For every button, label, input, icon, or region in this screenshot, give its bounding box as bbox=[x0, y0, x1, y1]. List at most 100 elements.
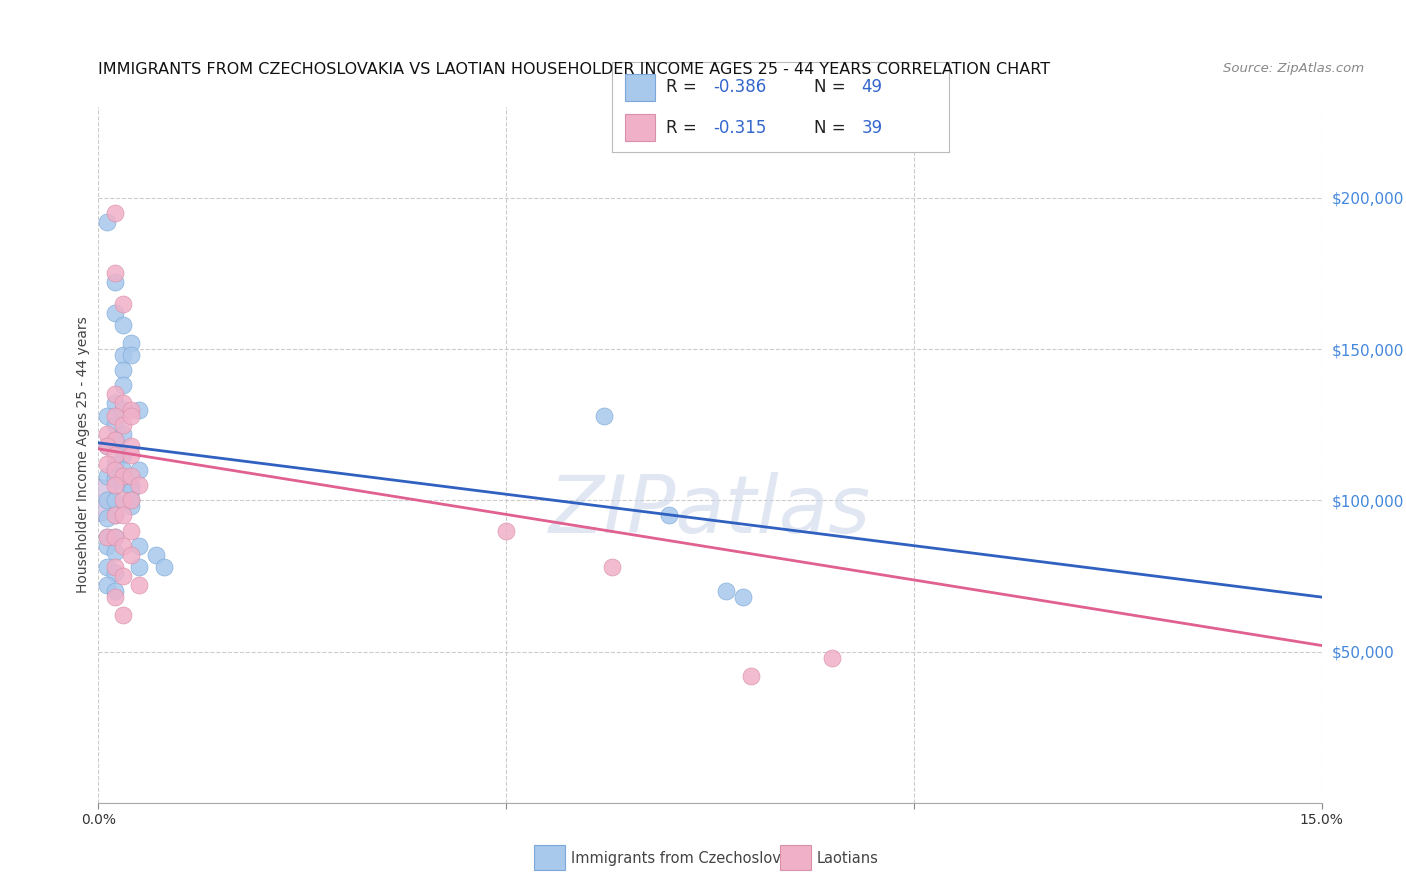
Point bbox=[821, 650, 844, 665]
Point bbox=[96, 493, 118, 508]
Point bbox=[111, 508, 134, 523]
Point bbox=[104, 267, 127, 281]
Point bbox=[96, 439, 118, 453]
Point bbox=[128, 539, 150, 553]
Point bbox=[120, 500, 142, 514]
Point bbox=[111, 569, 134, 583]
Point bbox=[104, 396, 127, 410]
Point bbox=[96, 578, 118, 592]
Point bbox=[104, 433, 127, 447]
Point bbox=[104, 559, 127, 574]
Point bbox=[120, 493, 142, 508]
Point bbox=[120, 348, 142, 362]
Point bbox=[145, 548, 167, 562]
Point bbox=[96, 457, 118, 471]
Point bbox=[658, 508, 681, 523]
Point bbox=[120, 439, 142, 453]
Text: ZIPatlas: ZIPatlas bbox=[548, 472, 872, 549]
Point bbox=[111, 296, 134, 310]
Point bbox=[104, 387, 127, 401]
Point bbox=[104, 584, 127, 599]
Point bbox=[600, 559, 623, 574]
Point bbox=[104, 469, 127, 483]
Point bbox=[111, 378, 134, 392]
Text: -0.315: -0.315 bbox=[713, 119, 766, 136]
Point bbox=[104, 276, 127, 290]
Point bbox=[111, 608, 134, 623]
Point bbox=[104, 545, 127, 559]
Point bbox=[96, 426, 118, 441]
Point bbox=[111, 448, 134, 462]
Point bbox=[128, 559, 150, 574]
Point bbox=[104, 306, 127, 320]
Point bbox=[104, 463, 127, 477]
Point bbox=[111, 469, 134, 483]
Point bbox=[111, 348, 134, 362]
Text: 39: 39 bbox=[862, 119, 883, 136]
Point bbox=[593, 409, 616, 423]
Point bbox=[128, 402, 150, 417]
Point bbox=[120, 484, 142, 499]
Point bbox=[120, 469, 142, 483]
Point bbox=[104, 417, 127, 432]
Point bbox=[731, 590, 754, 604]
Point bbox=[128, 478, 150, 492]
Point bbox=[104, 457, 127, 471]
Point bbox=[104, 530, 127, 544]
Point bbox=[111, 417, 134, 432]
Y-axis label: Householder Income Ages 25 - 44 years: Householder Income Ages 25 - 44 years bbox=[76, 317, 90, 593]
Text: R =: R = bbox=[665, 78, 702, 96]
Text: N =: N = bbox=[814, 119, 851, 136]
Point bbox=[111, 463, 134, 477]
Point bbox=[120, 448, 142, 462]
Point bbox=[104, 493, 127, 508]
Point bbox=[120, 493, 142, 508]
Text: 49: 49 bbox=[862, 78, 883, 96]
Point bbox=[111, 539, 134, 553]
Point bbox=[716, 584, 738, 599]
Point bbox=[96, 530, 118, 544]
Point bbox=[111, 402, 134, 417]
Text: IMMIGRANTS FROM CZECHOSLOVAKIA VS LAOTIAN HOUSEHOLDER INCOME AGES 25 - 44 YEARS : IMMIGRANTS FROM CZECHOSLOVAKIA VS LAOTIA… bbox=[98, 62, 1050, 78]
Point bbox=[96, 559, 118, 574]
Point bbox=[104, 472, 127, 486]
Point bbox=[120, 402, 142, 417]
Point bbox=[111, 426, 134, 441]
Point bbox=[120, 336, 142, 351]
Point bbox=[104, 433, 127, 447]
Point bbox=[96, 469, 118, 483]
Point bbox=[104, 478, 127, 492]
Point bbox=[96, 439, 118, 453]
Point bbox=[96, 530, 118, 544]
Point bbox=[111, 363, 134, 377]
Point bbox=[104, 590, 127, 604]
Point bbox=[120, 409, 142, 423]
Point bbox=[104, 530, 127, 544]
Text: Laotians: Laotians bbox=[817, 852, 879, 866]
Point bbox=[111, 493, 134, 508]
Point bbox=[111, 396, 134, 410]
Point bbox=[104, 409, 127, 423]
Point bbox=[96, 511, 118, 525]
Point bbox=[128, 578, 150, 592]
Point bbox=[104, 566, 127, 580]
Point bbox=[120, 478, 142, 492]
Point bbox=[495, 524, 517, 538]
Text: -0.386: -0.386 bbox=[713, 78, 766, 96]
Point bbox=[740, 669, 762, 683]
Point bbox=[96, 539, 118, 553]
Bar bbox=[626, 114, 655, 141]
Text: R =: R = bbox=[665, 119, 702, 136]
Point bbox=[96, 409, 118, 423]
Point bbox=[104, 508, 127, 523]
Text: N =: N = bbox=[814, 78, 851, 96]
Point bbox=[120, 524, 142, 538]
Point bbox=[111, 318, 134, 332]
Point bbox=[104, 508, 127, 523]
Point bbox=[104, 448, 127, 462]
Point bbox=[128, 463, 150, 477]
Text: Source: ZipAtlas.com: Source: ZipAtlas.com bbox=[1223, 62, 1364, 76]
Point bbox=[96, 215, 118, 229]
Point bbox=[111, 475, 134, 490]
Point bbox=[120, 548, 142, 562]
